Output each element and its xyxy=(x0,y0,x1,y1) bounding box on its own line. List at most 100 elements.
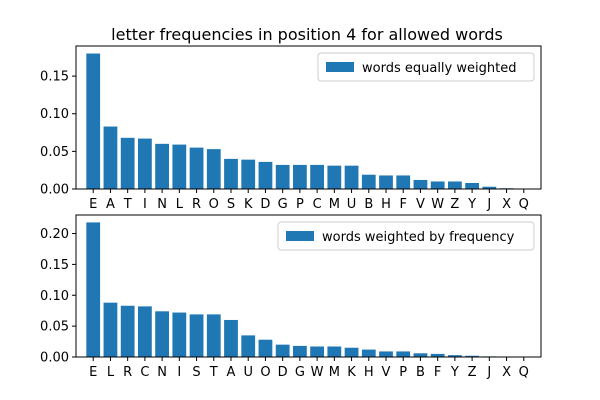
x-tick-label: G xyxy=(295,365,305,380)
y-tick-label: 0.00 xyxy=(40,183,69,198)
bar-D xyxy=(258,161,273,189)
x-tick-label: X xyxy=(502,197,511,212)
bar-P xyxy=(293,164,307,189)
legend-label: words weighted by frequency xyxy=(322,230,515,245)
panel-top: E A T I N L R O S K D G P C M U B H F V W Z Y J X Q 0.00 0.05 0.10 0.… xyxy=(40,45,542,212)
bar-S xyxy=(189,314,204,357)
x-tick-label: C xyxy=(140,365,149,380)
bar-Z xyxy=(465,355,479,357)
x-tick-label: G xyxy=(278,197,288,212)
bar-M xyxy=(327,165,342,189)
bar-E xyxy=(86,53,101,189)
legend-box xyxy=(277,221,535,251)
x-tick-label: C xyxy=(313,197,322,212)
x-tick-label: U xyxy=(347,197,357,212)
x-tick-label: X xyxy=(502,365,511,380)
bar-Y xyxy=(465,182,479,189)
x-tick-label: A xyxy=(227,365,236,380)
y-tick-label: 0.00 xyxy=(40,351,69,366)
x-tick-label: F xyxy=(399,197,406,212)
x-tick-label: Q xyxy=(519,365,529,380)
chart-title: letter frequencies in position 4 for all… xyxy=(111,25,503,44)
y-tick-label: 0.10 xyxy=(40,107,69,122)
x-tick-label: B xyxy=(416,365,425,380)
x-tick-label: Z xyxy=(450,197,459,212)
x-tick-label: B xyxy=(364,197,373,212)
bar-A xyxy=(103,126,118,189)
y-tick-label: 0.20 xyxy=(40,227,69,242)
bar-I xyxy=(138,138,152,189)
axes-frame xyxy=(75,45,542,190)
bar-J xyxy=(482,186,497,189)
bar-M xyxy=(327,346,342,357)
x-tick-label: V xyxy=(382,365,391,380)
x-tick-label: L xyxy=(107,365,115,380)
bar-C xyxy=(138,306,152,357)
x-tick-label: P xyxy=(399,365,407,380)
bar-L xyxy=(172,144,187,189)
bar-S xyxy=(224,158,238,189)
bar-H xyxy=(379,175,393,189)
bar-D xyxy=(275,344,290,357)
bar-B xyxy=(413,353,428,357)
bar-T xyxy=(120,137,135,189)
bar-O xyxy=(258,339,273,357)
x-tick-label: K xyxy=(347,365,356,380)
bar-C xyxy=(310,164,324,189)
legend-label: words equally weighted xyxy=(362,61,516,76)
x-tick-label: L xyxy=(176,197,184,212)
x-tick-label: N xyxy=(157,365,167,380)
bar-G xyxy=(293,345,307,357)
bar-R xyxy=(120,305,135,357)
bar-V xyxy=(413,179,428,189)
x-tick-label: J xyxy=(486,365,491,380)
axes-frame xyxy=(75,214,542,358)
bar-Y xyxy=(448,355,462,357)
x-tick-label: V xyxy=(416,197,425,212)
bar-G xyxy=(275,164,290,189)
x-tick-label: D xyxy=(260,197,270,212)
bar-A xyxy=(224,319,238,357)
x-tick-label: S xyxy=(227,197,235,212)
y-tick-label: 0.05 xyxy=(40,320,69,335)
bar-F xyxy=(396,175,411,189)
x-tick-label: T xyxy=(209,365,218,380)
bar-O xyxy=(206,149,221,189)
x-tick-label: H xyxy=(364,365,374,380)
bar-F xyxy=(430,353,445,357)
x-tick-label: Y xyxy=(467,197,476,212)
bar-W xyxy=(310,346,324,357)
legend-swatch xyxy=(326,62,354,72)
x-tick-label: M xyxy=(329,197,340,212)
panel-bottom: E L R C N I S T A U O D G W M K H V P B F Y Z J X Q 0.00 0.05 0.10 0.… xyxy=(40,214,542,380)
y-tick-label: 0.10 xyxy=(40,289,69,304)
x-tick-label: R xyxy=(123,365,132,380)
x-tick-label: P xyxy=(296,197,304,212)
x-tick-label: W xyxy=(431,197,444,212)
x-tick-label: T xyxy=(123,197,132,212)
bar-N xyxy=(155,143,169,189)
x-tick-label: Y xyxy=(450,365,459,380)
x-tick-label: U xyxy=(243,365,253,380)
bar-U xyxy=(344,165,359,189)
x-tick-label: A xyxy=(106,197,115,212)
x-tick-label: I xyxy=(143,197,147,212)
legend-box xyxy=(317,52,535,82)
x-tick-label: Z xyxy=(468,365,477,380)
bar-U xyxy=(241,335,256,357)
x-tick-label: M xyxy=(329,365,340,380)
bar-I xyxy=(172,312,187,357)
x-tick-label: R xyxy=(192,197,201,212)
y-tick-label: 0.15 xyxy=(40,258,69,273)
bar-Z xyxy=(448,181,462,189)
bar-T xyxy=(206,314,221,357)
bar-B xyxy=(361,174,376,189)
x-tick-label: O xyxy=(209,197,219,212)
bar-L xyxy=(103,302,118,357)
x-tick-label: W xyxy=(311,365,324,380)
bar-H xyxy=(361,349,376,357)
bar-R xyxy=(189,147,204,189)
x-tick-label: J xyxy=(486,197,491,212)
bar-P xyxy=(396,351,411,357)
